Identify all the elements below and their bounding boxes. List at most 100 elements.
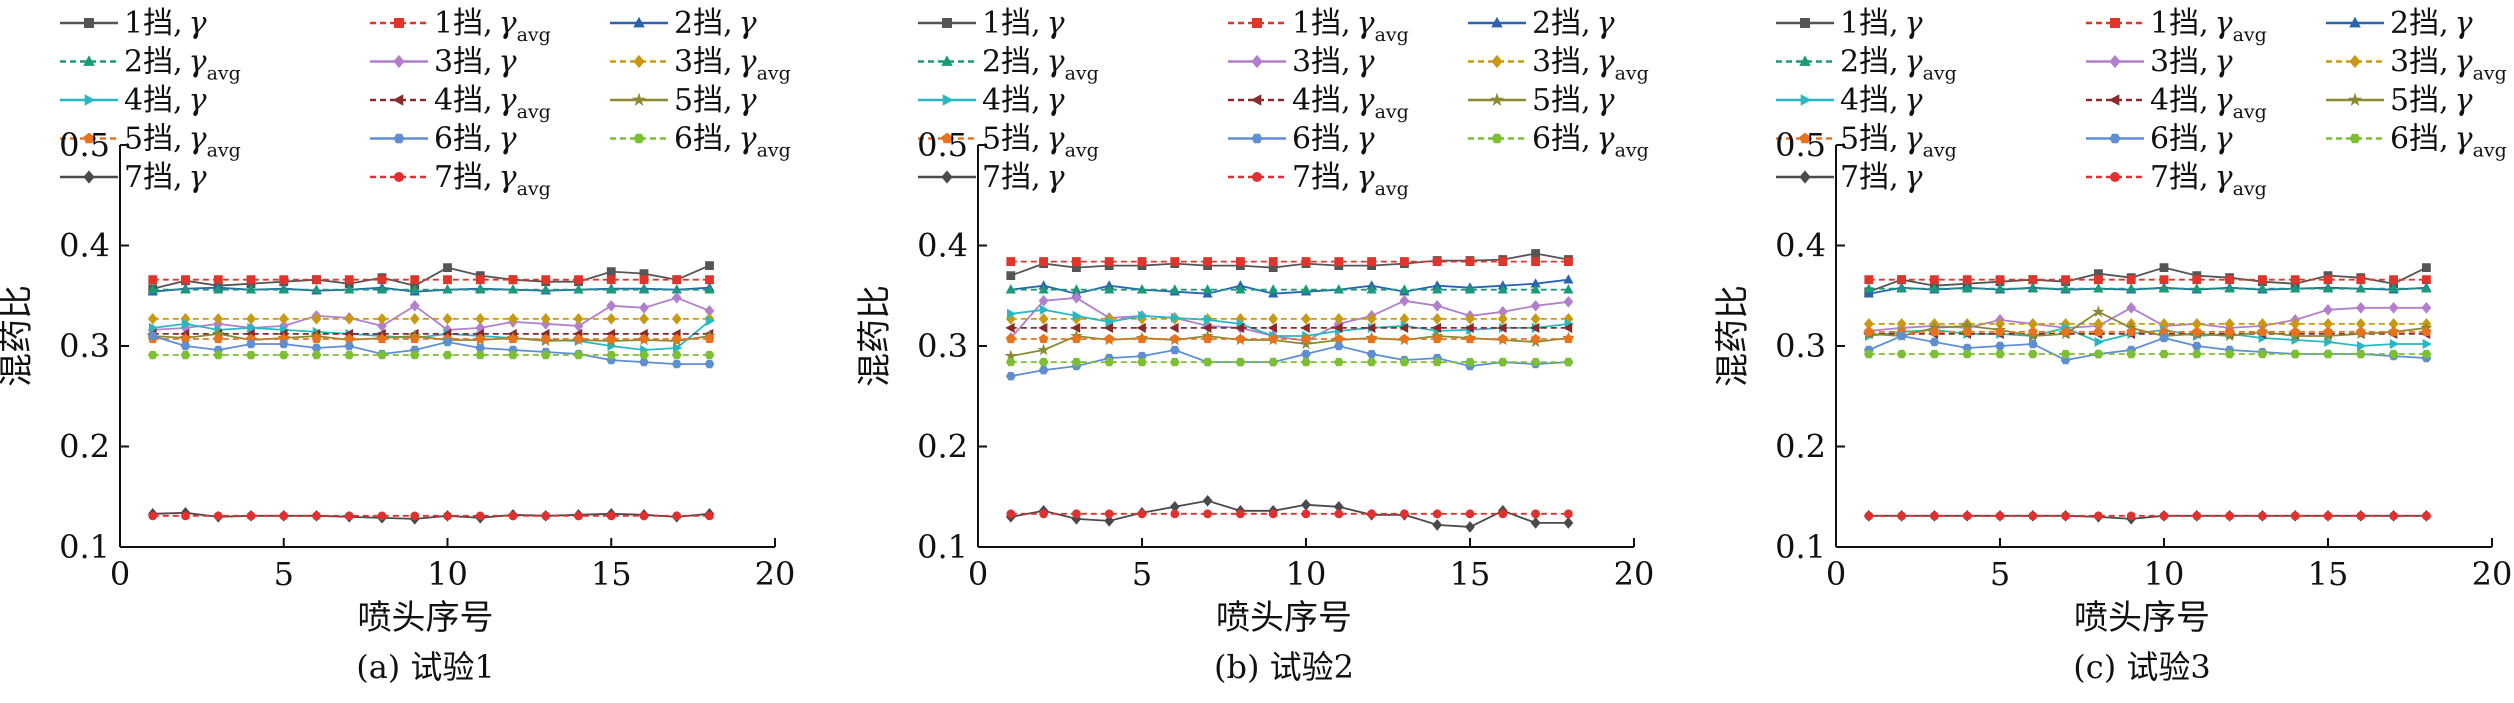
- legend-entry: 3挡, γavg: [2326, 45, 2507, 85]
- data-point: [1399, 333, 1410, 344]
- legend-gear: 5挡: [1532, 83, 1581, 118]
- data-point: [508, 511, 518, 521]
- data-point: [1301, 257, 1311, 266]
- data-point: [705, 275, 714, 285]
- legend-gear: 2挡: [1532, 6, 1581, 41]
- data-point: [2027, 339, 2038, 349]
- data-point: [2290, 349, 2301, 359]
- legend-subscript: avg: [517, 24, 551, 46]
- legend-subscript: avg: [2473, 63, 2507, 85]
- data-point: [1105, 316, 1115, 327]
- y-tick-label: 0.4: [1775, 227, 1826, 265]
- data-point: [1399, 284, 1410, 294]
- data-point: [377, 350, 387, 360]
- data-point: [1497, 284, 1508, 294]
- legend-entry: 5挡, γavg: [60, 122, 241, 162]
- legend-separator: ,: [723, 45, 733, 80]
- legend-gear: 6挡: [1532, 122, 1581, 157]
- data-point: [1432, 509, 1442, 519]
- data-point: [1038, 357, 1049, 367]
- legend-separator: ,: [1889, 83, 1899, 118]
- data-point: [574, 275, 583, 285]
- data-point: [671, 291, 682, 304]
- data-point: [1497, 333, 1508, 344]
- data-point: [443, 263, 452, 273]
- data-point: [1203, 509, 1213, 519]
- panel-caption: (c) 试验3: [2073, 648, 2210, 686]
- data-point: [1995, 326, 2005, 337]
- legend-label: 2挡, γ: [674, 6, 757, 41]
- legend-subscript: avg: [2233, 178, 2267, 200]
- legend-symbol: γ: [2455, 83, 2473, 118]
- data-point: [508, 350, 518, 360]
- legend-separator: ,: [723, 122, 733, 157]
- legend-separator: ,: [1031, 122, 1041, 157]
- data-point: [508, 275, 518, 285]
- legend-entry: 2挡, γavg: [1776, 45, 1957, 85]
- legend-entry: 5挡, γ: [2326, 83, 2473, 118]
- legend-symbol: γ: [1357, 83, 1375, 118]
- data-point: [311, 350, 322, 360]
- legend-separator: ,: [1031, 45, 1041, 80]
- legend-gear: 1挡: [2150, 6, 2199, 41]
- legend-entry: 7挡, γavg: [1228, 160, 1409, 200]
- data-point: [1070, 322, 1081, 333]
- data-point: [2290, 326, 2301, 337]
- data-point: [2158, 283, 2170, 293]
- legend-symbol: γ: [499, 122, 517, 157]
- data-point: [2422, 275, 2431, 285]
- legend-subscript: avg: [1923, 63, 1957, 85]
- data-point: [2126, 349, 2137, 359]
- data-point: [2060, 349, 2071, 359]
- data-point: [311, 284, 322, 294]
- data-point: [1896, 283, 1907, 293]
- data-point: [2290, 275, 2300, 285]
- legend-entry: 5挡, γavg: [1776, 122, 1957, 162]
- data-point: [1498, 257, 1508, 266]
- legend-symbol: γ: [1357, 160, 1375, 195]
- data-point: [1104, 257, 1114, 266]
- data-point: [1563, 517, 1574, 529]
- x-tick-label: 0: [110, 555, 130, 593]
- legend-gear: 2挡: [2390, 6, 2439, 41]
- legend-gear: 2挡: [982, 45, 1031, 80]
- legend-symbol: γ: [1905, 6, 1923, 41]
- data-point: [2225, 275, 2234, 285]
- data-point: [2028, 275, 2038, 285]
- legend-gear: 5挡: [2390, 83, 2439, 118]
- data-point: [573, 350, 584, 360]
- legend-gear: 1挡: [434, 6, 483, 41]
- data-point: [1530, 357, 1541, 367]
- y-tick-label: 0.4: [917, 227, 968, 265]
- legend-separator: ,: [723, 6, 733, 41]
- data-point: [1301, 357, 1311, 367]
- legend-separator: ,: [1889, 45, 1899, 80]
- legend-label: 6挡, γ: [2150, 122, 2233, 157]
- legend-subscript: avg: [1923, 140, 1957, 162]
- data-point: [1301, 349, 1311, 359]
- data-point: [1465, 333, 1475, 344]
- data-point: [704, 359, 715, 369]
- legend-entry: 4挡, γavg: [2086, 83, 2267, 123]
- data-point: [507, 284, 519, 294]
- data-point: [1333, 313, 1344, 325]
- data-point: [1400, 257, 1409, 266]
- legend-marker: [392, 94, 404, 106]
- data-point: [1531, 257, 1540, 266]
- data-point: [1203, 314, 1214, 325]
- data-point: [1136, 284, 1148, 294]
- data-point: [639, 301, 649, 314]
- legend-entry: 2挡, γ: [610, 6, 757, 41]
- x-tick-label: 20: [755, 555, 796, 593]
- data-point: [1995, 511, 2005, 521]
- data-point: [2290, 511, 2300, 521]
- data-point: [2093, 349, 2104, 359]
- legend-gear: 1挡: [1292, 6, 1341, 41]
- x-tick-label: 15: [1450, 555, 1491, 593]
- data-point: [1007, 308, 1017, 319]
- data-point: [1234, 322, 1245, 333]
- legend-subscript: avg: [1375, 101, 1409, 123]
- data-point: [705, 315, 715, 326]
- legend-symbol: γ: [2455, 122, 2473, 157]
- data-point: [213, 333, 224, 344]
